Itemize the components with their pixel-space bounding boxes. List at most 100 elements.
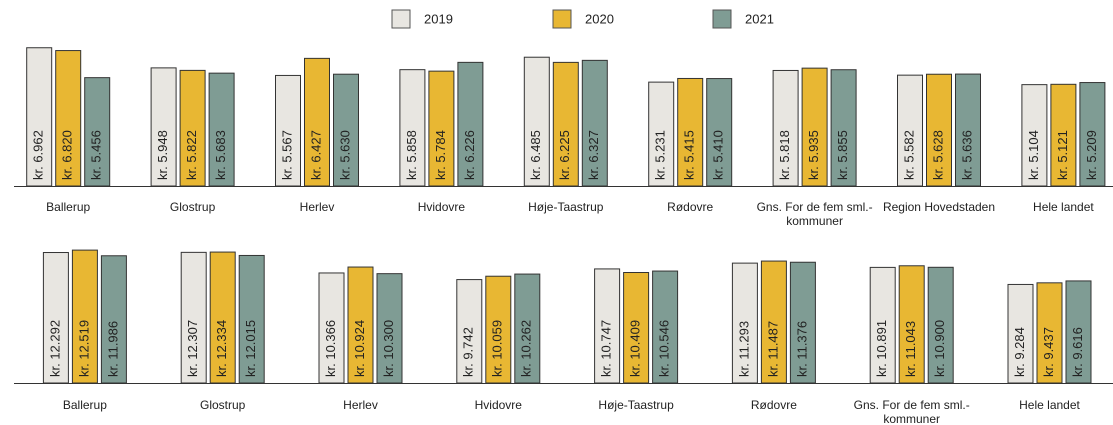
value-label: kr. 5.935 (806, 130, 821, 180)
value-label: kr. 11.043 (903, 321, 918, 377)
bar (179, 69, 206, 187)
value-label: kr. 9.284 (1012, 327, 1027, 377)
value-label: kr. 10.924 (352, 320, 367, 377)
bar (772, 69, 799, 187)
bar (485, 275, 512, 384)
bar (514, 273, 541, 384)
value-label: kr. 5.104 (1026, 130, 1041, 180)
category-label: Ballerup (62, 398, 107, 412)
bar (926, 73, 952, 187)
value-label: kr. 5.415 (682, 130, 697, 180)
value-label: kr. 5.948 (155, 130, 170, 180)
bar (71, 249, 98, 384)
legend-label: 2021 (745, 11, 774, 26)
value-label: kr. 5.636 (959, 130, 974, 180)
value-label: kr. 12.015 (243, 320, 258, 377)
bar (180, 251, 207, 384)
value-label: kr. 6.427 (308, 130, 323, 180)
value-label: kr. 5.209 (1084, 130, 1099, 180)
bar (55, 50, 82, 187)
value-label: kr. 5.822 (184, 130, 199, 180)
value-label: kr. 5.858 (404, 130, 419, 180)
value-label: kr. 10.747 (599, 320, 614, 377)
bar (898, 265, 925, 384)
value-label: kr. 11.293 (736, 321, 751, 377)
value-label: kr. 10.366 (323, 320, 338, 377)
value-label: kr. 6.225 (557, 130, 572, 180)
bar (927, 266, 954, 384)
value-label: kr. 6.485 (528, 130, 543, 180)
value-label: kr. 5.582 (901, 130, 916, 180)
value-label: kr. 5.121 (1055, 130, 1070, 180)
category-label: Region Hovedstaden (882, 200, 996, 214)
bar (677, 77, 704, 187)
value-label: kr. 6.327 (586, 130, 601, 180)
value-label: kr. 10.300 (381, 320, 396, 377)
value-label: kr. 5.630 (337, 130, 352, 180)
category-label: Rødovre (750, 398, 797, 412)
value-label: kr. 12.334 (214, 320, 229, 377)
value-label: kr. 11.376 (794, 321, 809, 377)
bar (275, 74, 301, 187)
legend-swatch (712, 9, 732, 29)
bar (456, 279, 483, 384)
value-label: kr. 5.231 (653, 130, 668, 180)
bar (208, 72, 235, 187)
value-label: kr. 5.456 (89, 130, 104, 180)
legend-label: 2019 (424, 11, 453, 26)
category-label: Glostrup (200, 398, 246, 412)
bar (760, 260, 787, 384)
value-label: kr. 5.628 (930, 130, 945, 180)
value-label: kr. 10.891 (874, 320, 889, 377)
value-label: kr. 10.409 (628, 320, 643, 377)
value-label: kr. 6.820 (60, 130, 75, 180)
value-label: kr. 9.742 (461, 327, 476, 377)
value-label: kr. 6.226 (462, 130, 477, 180)
value-label: kr. 5.784 (433, 130, 448, 180)
value-label: kr. 10.900 (932, 320, 947, 377)
category-label: Hele landet (1019, 398, 1080, 412)
value-label: kr. 5.567 (279, 130, 294, 180)
bar (428, 70, 455, 187)
value-label: kr. 10.059 (490, 320, 505, 377)
value-label: kr. 5.683 (213, 130, 228, 180)
bar (376, 273, 403, 384)
bar (623, 272, 650, 384)
value-label: kr. 6.962 (31, 130, 46, 180)
bar (523, 56, 550, 187)
category-label: Ballerup (46, 200, 91, 214)
bar (897, 74, 923, 187)
legend-swatch (552, 9, 572, 29)
value-label: kr. 5.410 (711, 130, 726, 180)
bar (830, 69, 857, 187)
value-label: kr. 11.986 (105, 321, 120, 377)
value-label: kr. 12.307 (185, 320, 200, 377)
value-label: kr. 12.519 (76, 320, 91, 377)
category-label: Gns. For de fem sml.-kommuner (756, 200, 873, 228)
category-label: Herlev (343, 398, 378, 412)
value-label: kr. 12.292 (47, 320, 62, 377)
bar (789, 261, 816, 384)
bar (1021, 84, 1048, 187)
value-label: kr. 11.487 (765, 321, 780, 377)
bar (706, 78, 733, 187)
bar (955, 73, 981, 187)
category-label: Hvidovre (474, 398, 522, 412)
bar (238, 254, 265, 384)
bar (1065, 280, 1092, 384)
category-label: Høje-Taastrup (528, 200, 604, 214)
value-label: kr. 10.262 (519, 320, 534, 377)
bar (42, 252, 69, 384)
bar (150, 67, 177, 187)
bar (731, 262, 758, 384)
value-label: kr. 5.818 (777, 130, 792, 180)
bar (399, 69, 426, 187)
category-label: Herlev (299, 200, 335, 214)
category-label: Hvidovre (417, 200, 466, 214)
category-label: Glostrup (169, 200, 216, 214)
category-label: Høje-Taastrup (598, 398, 674, 412)
category-label: Hele landet (1033, 200, 1094, 214)
bar (869, 266, 896, 384)
